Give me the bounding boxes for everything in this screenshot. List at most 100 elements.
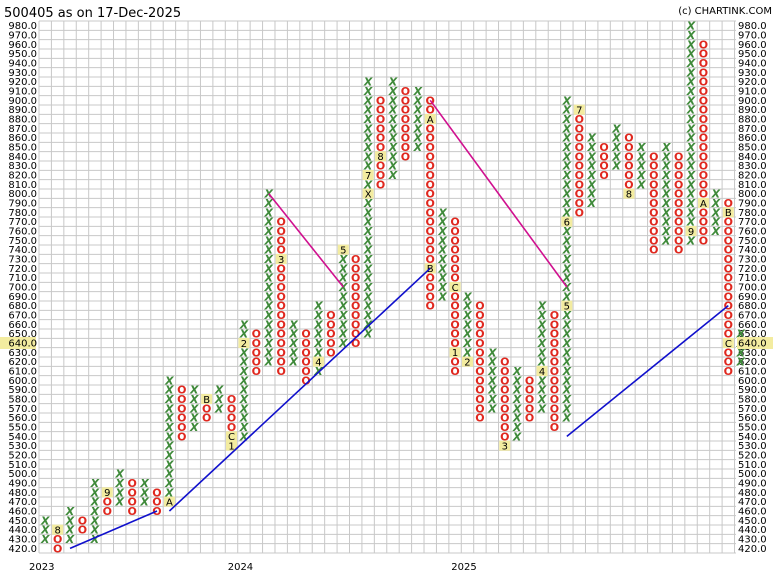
- o-box: O: [326, 346, 335, 359]
- y-tick-label-right: 570.0: [738, 404, 767, 415]
- y-tick-label-left: 440.0: [8, 525, 37, 536]
- x-box: X: [437, 281, 447, 294]
- x-box: X: [537, 356, 547, 369]
- o-box: O: [699, 113, 708, 126]
- x-box: X: [586, 188, 596, 201]
- o-box: O: [351, 272, 360, 285]
- o-box: O: [550, 328, 559, 341]
- x-box: X: [686, 178, 696, 191]
- pnf-marks: XXXOO8XXXXOOXXXXXXXOO9XXXXOOOOXXXOOOAXXX…: [40, 20, 746, 556]
- x-box: X: [40, 533, 50, 546]
- y-tick-label-right: 530.0: [738, 441, 767, 452]
- o-box: O: [277, 281, 286, 294]
- x-box: X: [239, 318, 249, 331]
- month-marker: 8: [377, 152, 383, 163]
- month-marker: A: [427, 115, 434, 126]
- y-tick-label-right: 600.0: [738, 376, 767, 387]
- o-box: O: [699, 169, 708, 182]
- x-box: X: [264, 262, 274, 275]
- x-box: X: [661, 188, 671, 201]
- month-marker-bg: [226, 440, 238, 451]
- o-box: O: [53, 542, 62, 555]
- o-box: O: [674, 150, 683, 163]
- y-tick-label-left: 530.0: [8, 441, 37, 452]
- o-box: O: [376, 104, 385, 117]
- y-tick-label-right: 450.0: [738, 516, 767, 527]
- month-marker-bg: [449, 282, 461, 292]
- x-box: X: [611, 141, 621, 154]
- y-tick-label-left: 980.0: [8, 21, 37, 32]
- y-tick-label-right: 750.0: [738, 236, 767, 247]
- x-box: X: [487, 374, 497, 387]
- o-box: O: [699, 85, 708, 98]
- x-box: X: [139, 486, 149, 499]
- x-box: X: [388, 76, 398, 89]
- x-box: X: [139, 477, 149, 490]
- x-box: X: [686, 57, 696, 70]
- x-box: X: [686, 85, 696, 98]
- x-box: X: [636, 169, 646, 182]
- y-tick-label-left: 680.0: [8, 301, 37, 312]
- x-box: X: [413, 94, 423, 107]
- month-marker: 5: [564, 301, 570, 312]
- y-tick-label-left: 590.0: [8, 385, 37, 396]
- o-box: O: [177, 402, 186, 415]
- y-tick-label-right: 770.0: [738, 217, 767, 228]
- o-box: O: [674, 178, 683, 191]
- x-box: X: [164, 486, 174, 499]
- x-box: X: [164, 477, 174, 490]
- x-box: X: [164, 458, 174, 471]
- o-box: O: [724, 244, 733, 257]
- y-tick-label-right: 980.0: [738, 21, 767, 32]
- o-box: O: [475, 402, 484, 415]
- month-marker: A: [166, 497, 173, 508]
- x-box: X: [363, 85, 373, 98]
- o-box: O: [450, 262, 459, 275]
- o-box: O: [450, 337, 459, 350]
- o-box: O: [599, 141, 608, 154]
- x-box: X: [562, 160, 572, 173]
- x-box: X: [363, 300, 373, 313]
- x-box: X: [586, 132, 596, 145]
- x-box: X: [363, 160, 373, 173]
- o-box: O: [450, 290, 459, 303]
- x-box: X: [288, 328, 298, 341]
- x-box: X: [239, 412, 249, 425]
- o-box: O: [277, 356, 286, 369]
- x-box: X: [164, 384, 174, 397]
- o-box: O: [277, 300, 286, 313]
- o-box: O: [277, 318, 286, 331]
- x-box: X: [388, 122, 398, 135]
- x-box: X: [562, 141, 572, 154]
- o-box: O: [674, 244, 683, 257]
- month-marker-bg: [163, 496, 175, 507]
- month-marker-bg: [362, 188, 374, 199]
- x-box: X: [562, 197, 572, 210]
- x-box: X: [388, 150, 398, 163]
- x-box: X: [636, 178, 646, 191]
- o-box: O: [500, 412, 509, 425]
- o-box: O: [724, 216, 733, 229]
- y-tick-label-left: 920.0: [8, 77, 37, 88]
- x-box: X: [239, 374, 249, 387]
- y-tick-label-right: 580.0: [738, 395, 767, 406]
- y-tick-label-left: 500.0: [8, 469, 37, 480]
- x-box: X: [363, 290, 373, 303]
- month-marker: 4: [315, 357, 321, 368]
- o-box: O: [450, 365, 459, 378]
- y-tick-label-right: 740.0: [738, 245, 767, 256]
- o-box: O: [227, 412, 236, 425]
- x-box: X: [711, 216, 721, 229]
- last-price-label-left: 640.0: [8, 339, 37, 350]
- o-box: O: [177, 430, 186, 443]
- o-box: O: [401, 141, 410, 154]
- o-box: O: [550, 346, 559, 359]
- x-box: X: [562, 132, 572, 145]
- x-box: X: [562, 384, 572, 397]
- x-box: X: [562, 169, 572, 182]
- o-box: O: [277, 365, 286, 378]
- x-box: X: [264, 244, 274, 257]
- y-tick-label-left: 480.0: [8, 488, 37, 499]
- y-tick-label-left: 720.0: [8, 264, 37, 275]
